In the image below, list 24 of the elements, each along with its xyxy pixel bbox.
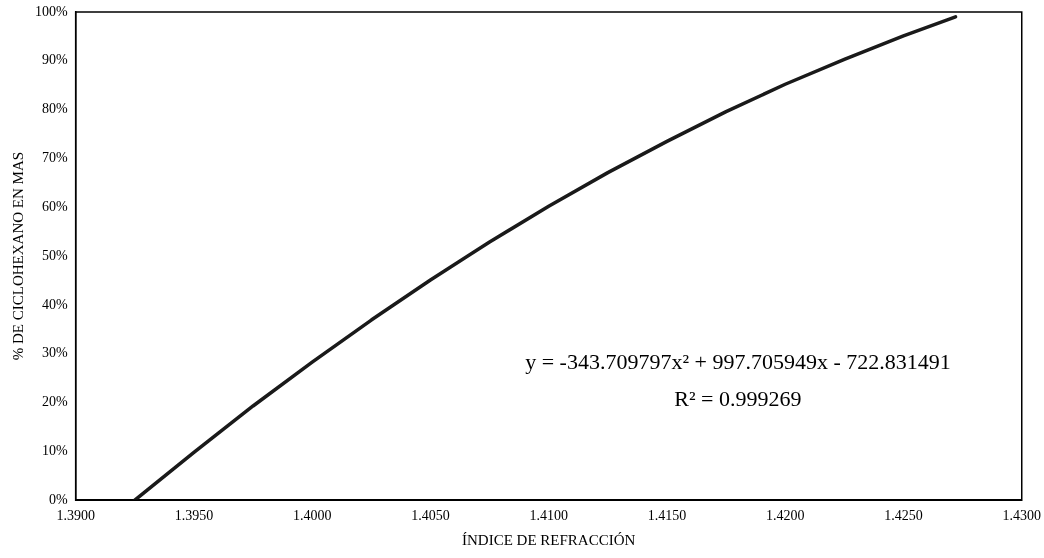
y-tick-label: 20%	[41, 394, 68, 410]
annotation: R² = 0.999269	[674, 385, 802, 411]
x-tick-label: 1.4200	[765, 508, 805, 524]
x-tick-label: 1.3950	[174, 508, 214, 524]
y-tick-label: 30%	[41, 345, 68, 361]
x-tick-label: 1.4300	[1002, 508, 1041, 524]
y-tick-label: 70%	[41, 150, 68, 166]
y-tick-label: 40%	[41, 296, 68, 312]
y-tick-label: 90%	[41, 52, 68, 68]
y-tick-label: 80%	[41, 101, 68, 117]
y-tick-label: 100%	[34, 3, 68, 19]
x-tick-label: 1.4000	[292, 508, 332, 524]
annotation: y = -343.709797x² + 997.705949x - 722.831491	[525, 349, 951, 375]
y-tick-label: 10%	[41, 443, 68, 459]
y-tick-label: 60%	[41, 198, 68, 214]
x-tick-label: 1.4250	[884, 508, 923, 524]
x-tick-label: 1.4100	[529, 508, 568, 524]
x-tick-label: 1.4150	[647, 508, 687, 524]
x-axis-title: ÍNDICE DE REFRACCIÓN	[462, 531, 636, 548]
x-tick-label: 1.3900	[56, 508, 95, 524]
x-tick-label: 1.4050	[411, 508, 450, 524]
y-tick-label: 50%	[41, 247, 68, 263]
y-tick-label: 0%	[48, 491, 68, 507]
y-axis-title: % DE CICLOHEXANO EN MAS	[9, 151, 26, 361]
